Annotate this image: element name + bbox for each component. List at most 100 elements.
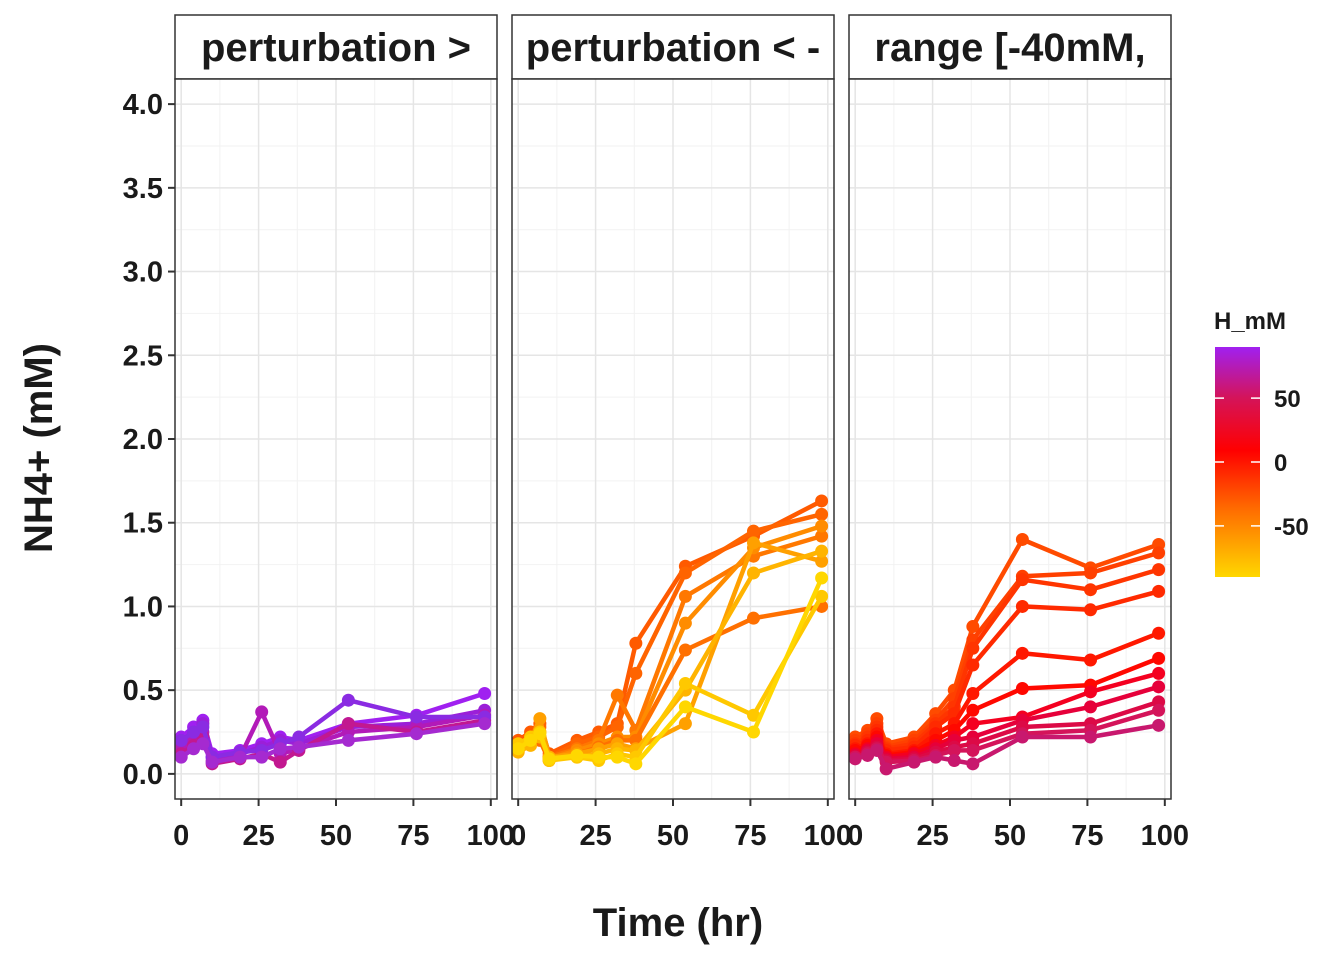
data-point — [678, 589, 692, 603]
data-point — [1015, 681, 1029, 695]
data-point — [966, 641, 980, 655]
data-point — [1084, 730, 1097, 744]
data-point — [815, 494, 829, 508]
data-point — [815, 544, 829, 558]
data-point — [907, 755, 921, 769]
data-point — [1152, 584, 1166, 598]
data-point — [1152, 563, 1166, 577]
data-point — [678, 566, 692, 580]
data-point — [678, 676, 692, 690]
x-tick-label: 50 — [320, 820, 352, 852]
y-tick-label: 0.0 — [123, 759, 163, 791]
data-point — [1152, 718, 1166, 732]
data-point — [879, 762, 893, 776]
strip-background — [511, 14, 835, 80]
data-point — [1015, 730, 1029, 744]
facet-panel-1: perturbation > 0 25 50 75 100 — [173, 14, 515, 852]
data-point — [341, 733, 355, 747]
data-point — [966, 620, 980, 634]
data-point — [610, 750, 624, 764]
data-point — [1152, 703, 1166, 717]
x-tick-label: 25 — [916, 820, 948, 852]
x-tick-label: 25 — [579, 820, 611, 852]
data-point — [815, 589, 829, 603]
data-point — [1084, 603, 1097, 617]
data-point — [678, 643, 692, 657]
data-point — [1084, 566, 1097, 580]
y-tick-label: 0.5 — [123, 675, 163, 707]
series-group — [512, 494, 829, 771]
data-point — [196, 737, 210, 751]
data-point — [610, 720, 624, 734]
data-point — [966, 743, 980, 757]
data-point — [292, 740, 306, 754]
data-point — [815, 507, 829, 521]
y-tick-label: 3.0 — [123, 257, 163, 289]
data-point — [815, 519, 829, 533]
data-point — [815, 529, 829, 543]
x-tick-label: 100 — [804, 820, 852, 852]
data-point — [533, 727, 547, 741]
x-tick-label: 50 — [994, 820, 1026, 852]
x-axis-title: Time (hr) — [593, 901, 763, 945]
data-point — [524, 733, 538, 747]
data-point — [341, 717, 355, 731]
data-point — [592, 750, 606, 764]
data-point — [542, 752, 556, 766]
y-axis-title: NH4+ (mM) — [17, 343, 61, 553]
data-point — [205, 755, 219, 769]
x-tick-label: 25 — [242, 820, 274, 852]
data-point — [929, 750, 943, 764]
data-point — [1015, 646, 1029, 660]
data-point — [815, 554, 829, 568]
data-point — [629, 666, 643, 680]
data-point — [1152, 546, 1166, 560]
data-point — [175, 750, 188, 764]
data-point — [273, 742, 287, 756]
y-tick-label: 2.0 — [123, 424, 163, 456]
color-legend: H_mM 50 0 -50 — [1214, 308, 1309, 577]
data-point — [1015, 599, 1029, 613]
y-tick-label: 3.5 — [123, 173, 163, 205]
y-tick-label: 2.5 — [123, 340, 163, 372]
data-point — [410, 727, 423, 741]
data-point — [747, 725, 760, 739]
data-point — [1152, 651, 1166, 665]
data-point — [849, 752, 862, 766]
x-tick-label: 100 — [1141, 820, 1189, 852]
data-point — [1015, 573, 1029, 587]
data-point — [255, 705, 269, 719]
data-point — [292, 730, 306, 744]
data-point — [478, 717, 492, 731]
data-point — [1084, 685, 1097, 699]
data-point — [512, 742, 525, 756]
data-point — [255, 750, 269, 764]
data-point — [533, 712, 547, 726]
data-point — [966, 757, 980, 771]
data-point — [966, 658, 980, 672]
data-point — [1152, 666, 1166, 680]
data-point — [478, 687, 492, 701]
legend-title: H_mM — [1214, 308, 1286, 335]
data-point — [678, 717, 692, 731]
data-point — [747, 524, 760, 538]
data-point — [947, 743, 961, 757]
x-tick-label: 75 — [1071, 820, 1103, 852]
series-group — [849, 532, 1166, 776]
data-point — [747, 611, 760, 625]
x-tick-label: 0 — [510, 820, 526, 852]
data-point — [870, 743, 884, 757]
data-point — [947, 753, 961, 767]
data-point — [570, 748, 584, 762]
x-tick-label: 0 — [173, 820, 189, 852]
x-tick-label: 75 — [397, 820, 429, 852]
data-point — [1152, 680, 1166, 694]
strip-label: range [-40mM, — [874, 26, 1145, 70]
data-point — [1084, 653, 1097, 667]
series-group — [175, 687, 492, 771]
data-point — [175, 733, 188, 747]
data-point — [747, 566, 760, 580]
y-tick-label: 1.5 — [123, 508, 163, 540]
